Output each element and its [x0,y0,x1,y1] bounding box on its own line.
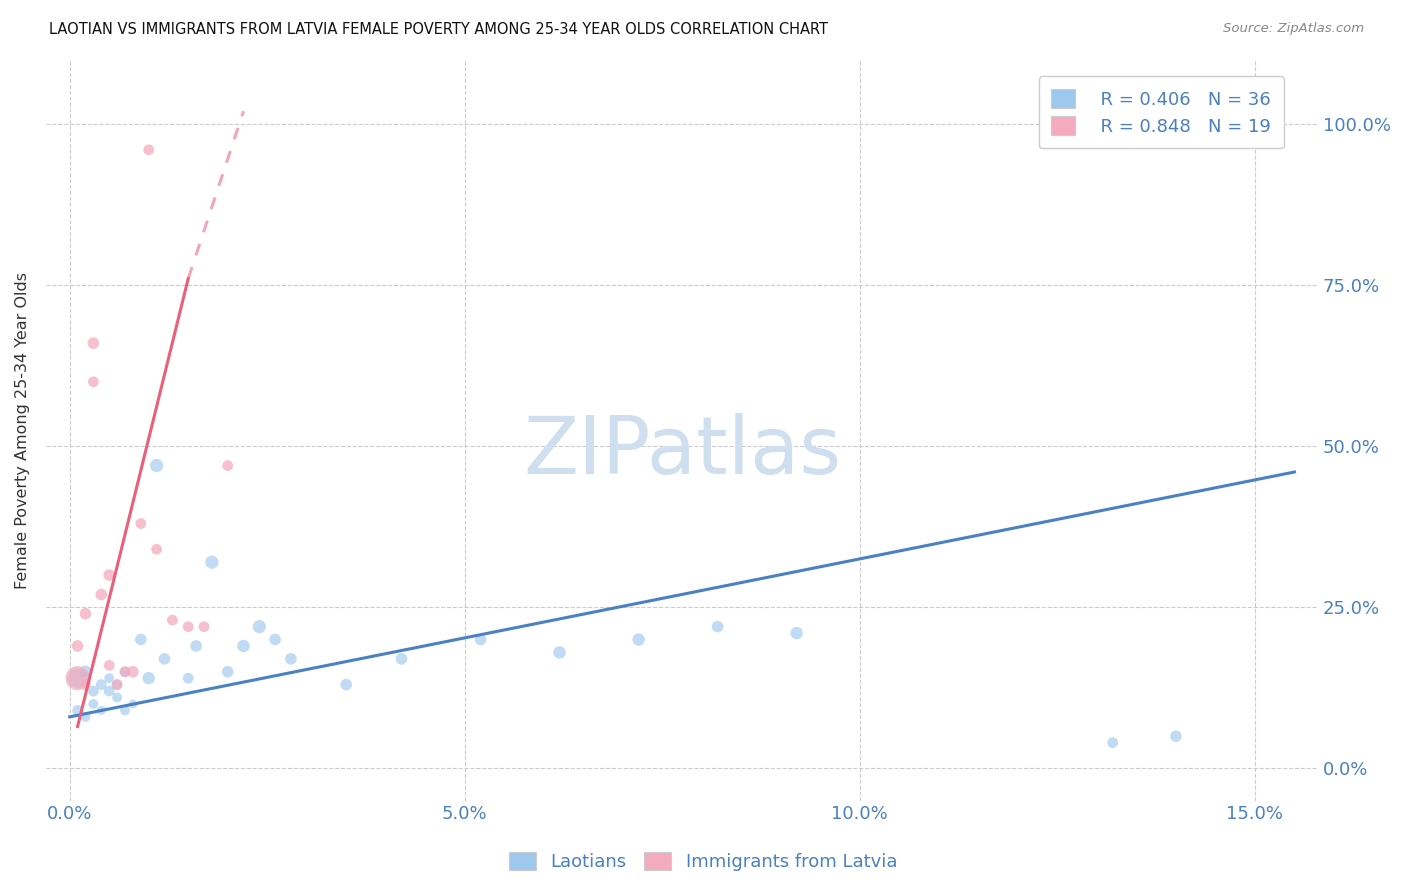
Point [82,336,104,351]
Point [627,632,650,647]
Point [184,639,207,653]
Point [75,678,97,692]
Point [122,697,145,711]
Text: Source: ZipAtlas.com: Source: ZipAtlas.com [1223,22,1364,36]
Point [1101,736,1123,750]
Point [114,703,136,717]
Point [90,703,112,717]
Legend:   R = 0.406   N = 36,   R = 0.848   N = 19: R = 0.406 N = 36, R = 0.848 N = 19 [1039,76,1284,148]
Point [548,645,571,659]
Point [98,658,121,673]
Point [129,516,152,531]
Point [75,665,97,679]
Point [75,607,97,621]
Point [66,671,89,685]
Point [470,632,492,647]
Point [98,568,121,582]
Point [90,587,112,601]
Legend: Laotians, Immigrants from Latvia: Laotians, Immigrants from Latvia [502,845,904,879]
Point [66,671,89,685]
Point [90,678,112,692]
Point [335,678,357,692]
Point [114,665,136,679]
Point [82,684,104,698]
Point [786,626,808,640]
Point [105,678,128,692]
Point [138,671,160,685]
Point [138,143,160,157]
Point [217,458,239,473]
Point [114,665,136,679]
Point [82,375,104,389]
Point [177,671,200,685]
Point [82,697,104,711]
Point [232,639,254,653]
Point [105,690,128,705]
Point [129,632,152,647]
Point [177,620,200,634]
Point [98,684,121,698]
Text: ZIPatlas: ZIPatlas [523,413,841,491]
Point [391,652,413,666]
Point [217,665,239,679]
Point [153,652,176,666]
Point [162,613,184,627]
Point [122,665,145,679]
Point [1164,729,1187,743]
Point [247,620,270,634]
Point [706,620,728,634]
Point [280,652,302,666]
Point [201,555,224,569]
Point [145,542,167,557]
Point [264,632,287,647]
Point [105,678,128,692]
Point [98,671,121,685]
Text: LAOTIAN VS IMMIGRANTS FROM LATVIA FEMALE POVERTY AMONG 25-34 YEAR OLDS CORRELATI: LAOTIAN VS IMMIGRANTS FROM LATVIA FEMALE… [49,22,828,37]
Point [75,710,97,724]
Point [145,458,167,473]
Point [66,703,89,717]
Point [193,620,215,634]
Point [66,639,89,653]
Y-axis label: Female Poverty Among 25-34 Year Olds: Female Poverty Among 25-34 Year Olds [15,271,30,589]
